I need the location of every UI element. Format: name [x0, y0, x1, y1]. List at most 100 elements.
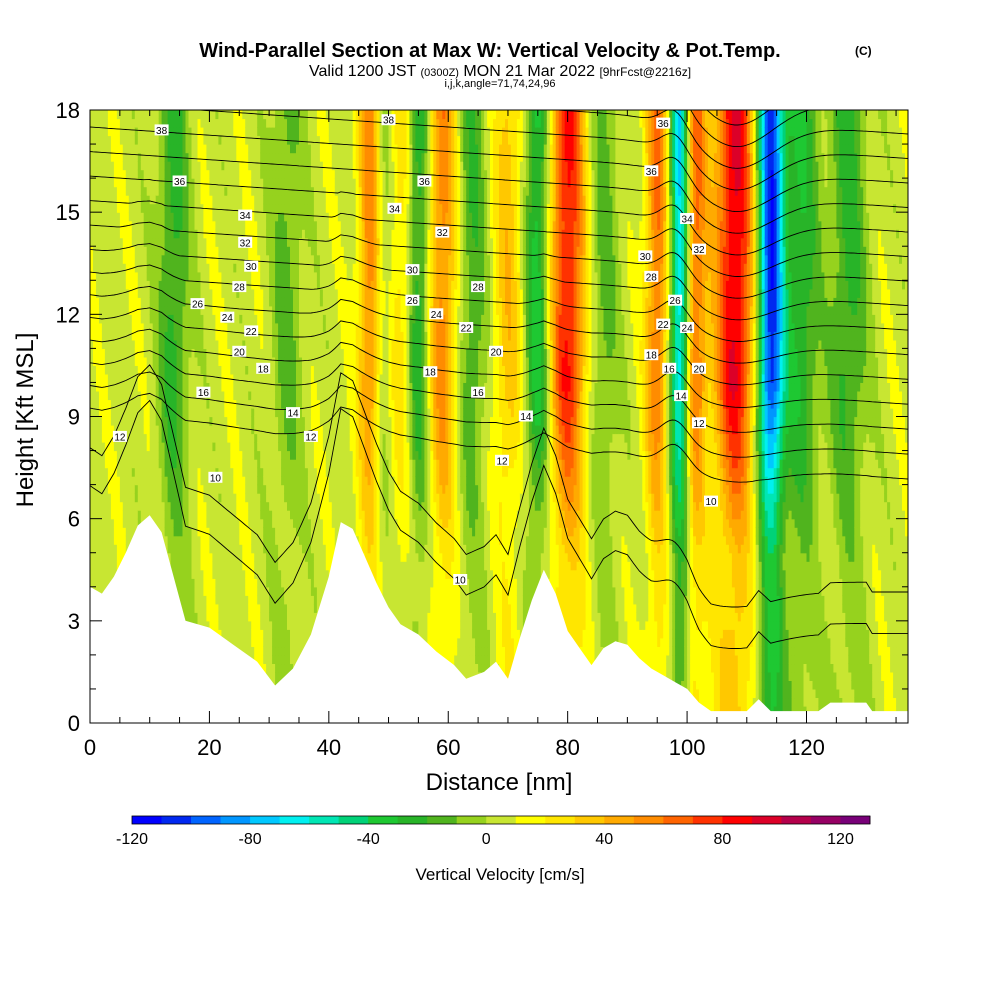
velocity-cell: [122, 544, 127, 554]
velocity-cell: [93, 578, 97, 588]
velocity-cell: [119, 220, 124, 230]
velocity-cell: [128, 135, 133, 145]
velocity-cell: [110, 365, 115, 375]
velocity-cell: [96, 263, 100, 273]
velocity-cell: [104, 518, 109, 528]
velocity-cell: [122, 212, 127, 222]
velocity-cell: [131, 501, 136, 511]
velocity-cell: [125, 144, 130, 154]
chart-title: Wind-Parallel Section at Max W: Vertical…: [199, 40, 780, 62]
velocity-cell: [96, 535, 100, 545]
velocity-cell: [101, 569, 106, 579]
velocity-cell: [134, 220, 139, 230]
velocity-cell: [101, 467, 106, 477]
velocity-cell: [96, 161, 100, 171]
velocity-cell: [99, 212, 103, 222]
velocity-cell: [140, 220, 145, 230]
velocity-cell: [137, 459, 142, 469]
velocity-cell: [134, 212, 139, 222]
velocity-cell: [122, 263, 127, 273]
velocity-cell: [125, 271, 130, 281]
velocity-cell: [101, 527, 106, 537]
velocity-cell: [128, 127, 133, 137]
velocity-cell: [90, 127, 94, 137]
velocity-cell: [113, 391, 118, 401]
velocity-cell: [107, 373, 112, 384]
velocity-cell: [110, 144, 115, 154]
velocity-cell: [131, 399, 136, 409]
velocity-cell: [143, 399, 148, 409]
velocity-cell: [99, 305, 103, 315]
velocity-cell: [122, 169, 127, 179]
velocity-cell: [104, 544, 109, 554]
velocity-cell: [116, 186, 121, 196]
velocity-cell: [122, 161, 127, 171]
velocity-cell: [146, 433, 151, 443]
velocity-cell: [128, 195, 133, 205]
velocity-cell: [93, 416, 97, 426]
velocity-cell: [131, 110, 136, 120]
velocity-cell: [104, 339, 109, 350]
velocity-cell: [128, 450, 133, 460]
velocity-cell: [110, 373, 115, 384]
velocity-cell: [140, 459, 145, 469]
velocity-cell: [110, 476, 115, 486]
velocity-cell: [125, 365, 130, 375]
velocity-cell: [113, 425, 118, 435]
velocity-cell: [113, 382, 118, 392]
velocity-cell: [140, 271, 145, 281]
velocity-cell: [134, 373, 139, 384]
velocity-cell: [93, 476, 97, 486]
velocity-cell: [131, 118, 136, 128]
velocity-cell: [116, 425, 121, 435]
velocity-cell: [107, 203, 112, 213]
velocity-cell: [134, 110, 139, 120]
velocity-cell: [107, 535, 112, 545]
velocity-cell: [125, 288, 130, 298]
velocity-cell: [137, 229, 142, 239]
velocity-cell: [93, 254, 97, 264]
velocity-cell: [137, 467, 142, 477]
velocity-cell: [107, 569, 112, 579]
velocity-cell: [90, 450, 94, 460]
velocity-cell: [146, 382, 151, 392]
velocity-cell: [137, 305, 142, 315]
velocity-cell: [119, 408, 124, 418]
velocity-cell: [137, 203, 142, 213]
velocity-cell: [93, 493, 97, 503]
velocity-cell: [146, 459, 151, 469]
velocity-cell: [119, 314, 124, 324]
velocity-cell: [110, 569, 115, 579]
velocity-cell: [96, 391, 100, 401]
velocity-cell: [101, 535, 106, 545]
velocity-cell: [119, 254, 124, 264]
velocity-cell: [140, 425, 145, 435]
velocity-cell: [110, 246, 115, 256]
velocity-cell: [113, 561, 118, 571]
velocity-cell: [146, 510, 151, 520]
velocity-cell: [93, 467, 97, 477]
velocity-cell: [131, 365, 136, 375]
velocity-cell: [128, 110, 133, 120]
velocity-cell: [104, 476, 109, 486]
velocity-cell: [122, 135, 127, 145]
velocity-cell: [104, 118, 109, 128]
velocity-cell: [107, 356, 112, 367]
velocity-cell: [99, 578, 103, 588]
velocity-cell: [119, 271, 124, 281]
velocity-cell: [104, 263, 109, 273]
velocity-cell: [104, 399, 109, 409]
velocity-cell: [116, 365, 121, 375]
velocity-cell: [116, 484, 121, 494]
velocity-cell: [116, 373, 121, 384]
velocity-cell: [99, 322, 103, 332]
velocity-cell: [125, 305, 130, 315]
velocity-cell: [99, 186, 103, 196]
velocity-cell: [143, 493, 148, 503]
velocity-cell: [99, 118, 103, 128]
velocity-cell: [143, 203, 148, 213]
velocity-cell: [110, 518, 115, 528]
velocity-cell: [110, 467, 115, 477]
velocity-cell: [116, 237, 121, 247]
velocity-cell: [125, 501, 130, 511]
